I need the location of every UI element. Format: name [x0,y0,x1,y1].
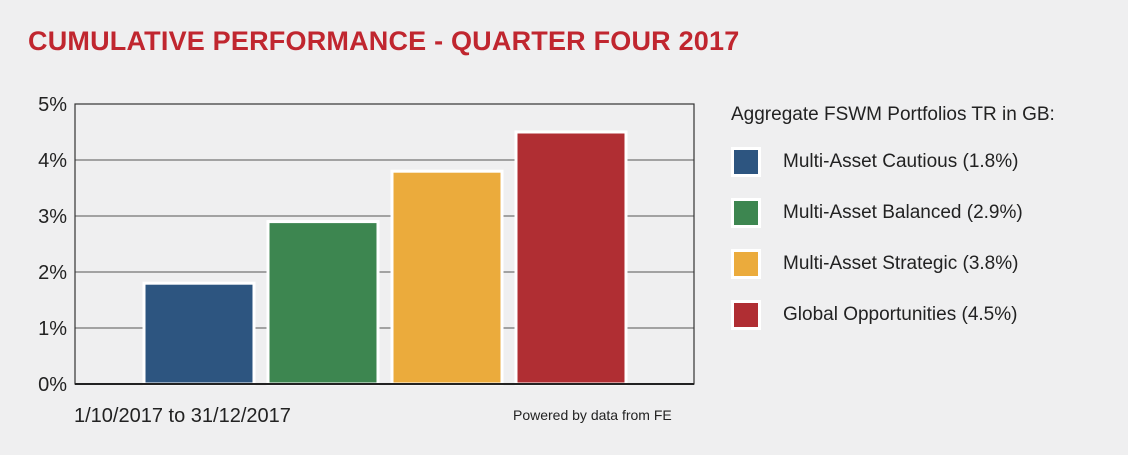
legend-label: Multi-Asset Balanced (2.9%) [783,201,1023,223]
chart-title: CUMULATIVE PERFORMANCE - QUARTER FOUR 20… [28,26,740,56]
data-source-note: Powered by data from FE [513,407,672,423]
bar-multi-asset-cautious [142,281,256,386]
bar-global-opportunities [514,130,628,386]
legend-label: Multi-Asset Strategic (3.8%) [783,252,1019,274]
legend-swatch [731,299,761,330]
legend-item-cautious: Multi-Asset Cautious (1.8%) [731,146,1055,177]
y-axis-ticks: 0% 1% 2% 3% 4% 5% [38,94,67,396]
legend-item-global: Global Opportunities (4.5%) [731,299,1055,330]
legend: Aggregate FSWM Portfolios TR in GB: Mult… [731,104,1055,351]
legend-swatch [731,197,761,228]
y-tick-label: 1% [38,318,67,340]
bars [142,130,628,386]
legend-swatch [731,146,761,177]
bar-multi-asset-balanced [266,220,380,386]
y-tick-label: 3% [38,206,67,228]
y-tick-label: 0% [38,374,67,396]
legend-swatch [731,248,761,279]
legend-label: Multi-Asset Cautious (1.8%) [783,150,1019,172]
legend-label: Global Opportunities (4.5%) [783,303,1018,325]
y-tick-label: 5% [38,94,67,116]
bar-multi-asset-strategic [390,169,504,386]
legend-item-balanced: Multi-Asset Balanced (2.9%) [731,197,1055,228]
y-tick-label: 4% [38,150,67,172]
y-tick-label: 2% [38,262,67,284]
date-range-label: 1/10/2017 to 31/12/2017 [74,405,291,427]
legend-item-strategic: Multi-Asset Strategic (3.8%) [731,248,1055,279]
legend-title: Aggregate FSWM Portfolios TR in GB: [731,104,1055,125]
